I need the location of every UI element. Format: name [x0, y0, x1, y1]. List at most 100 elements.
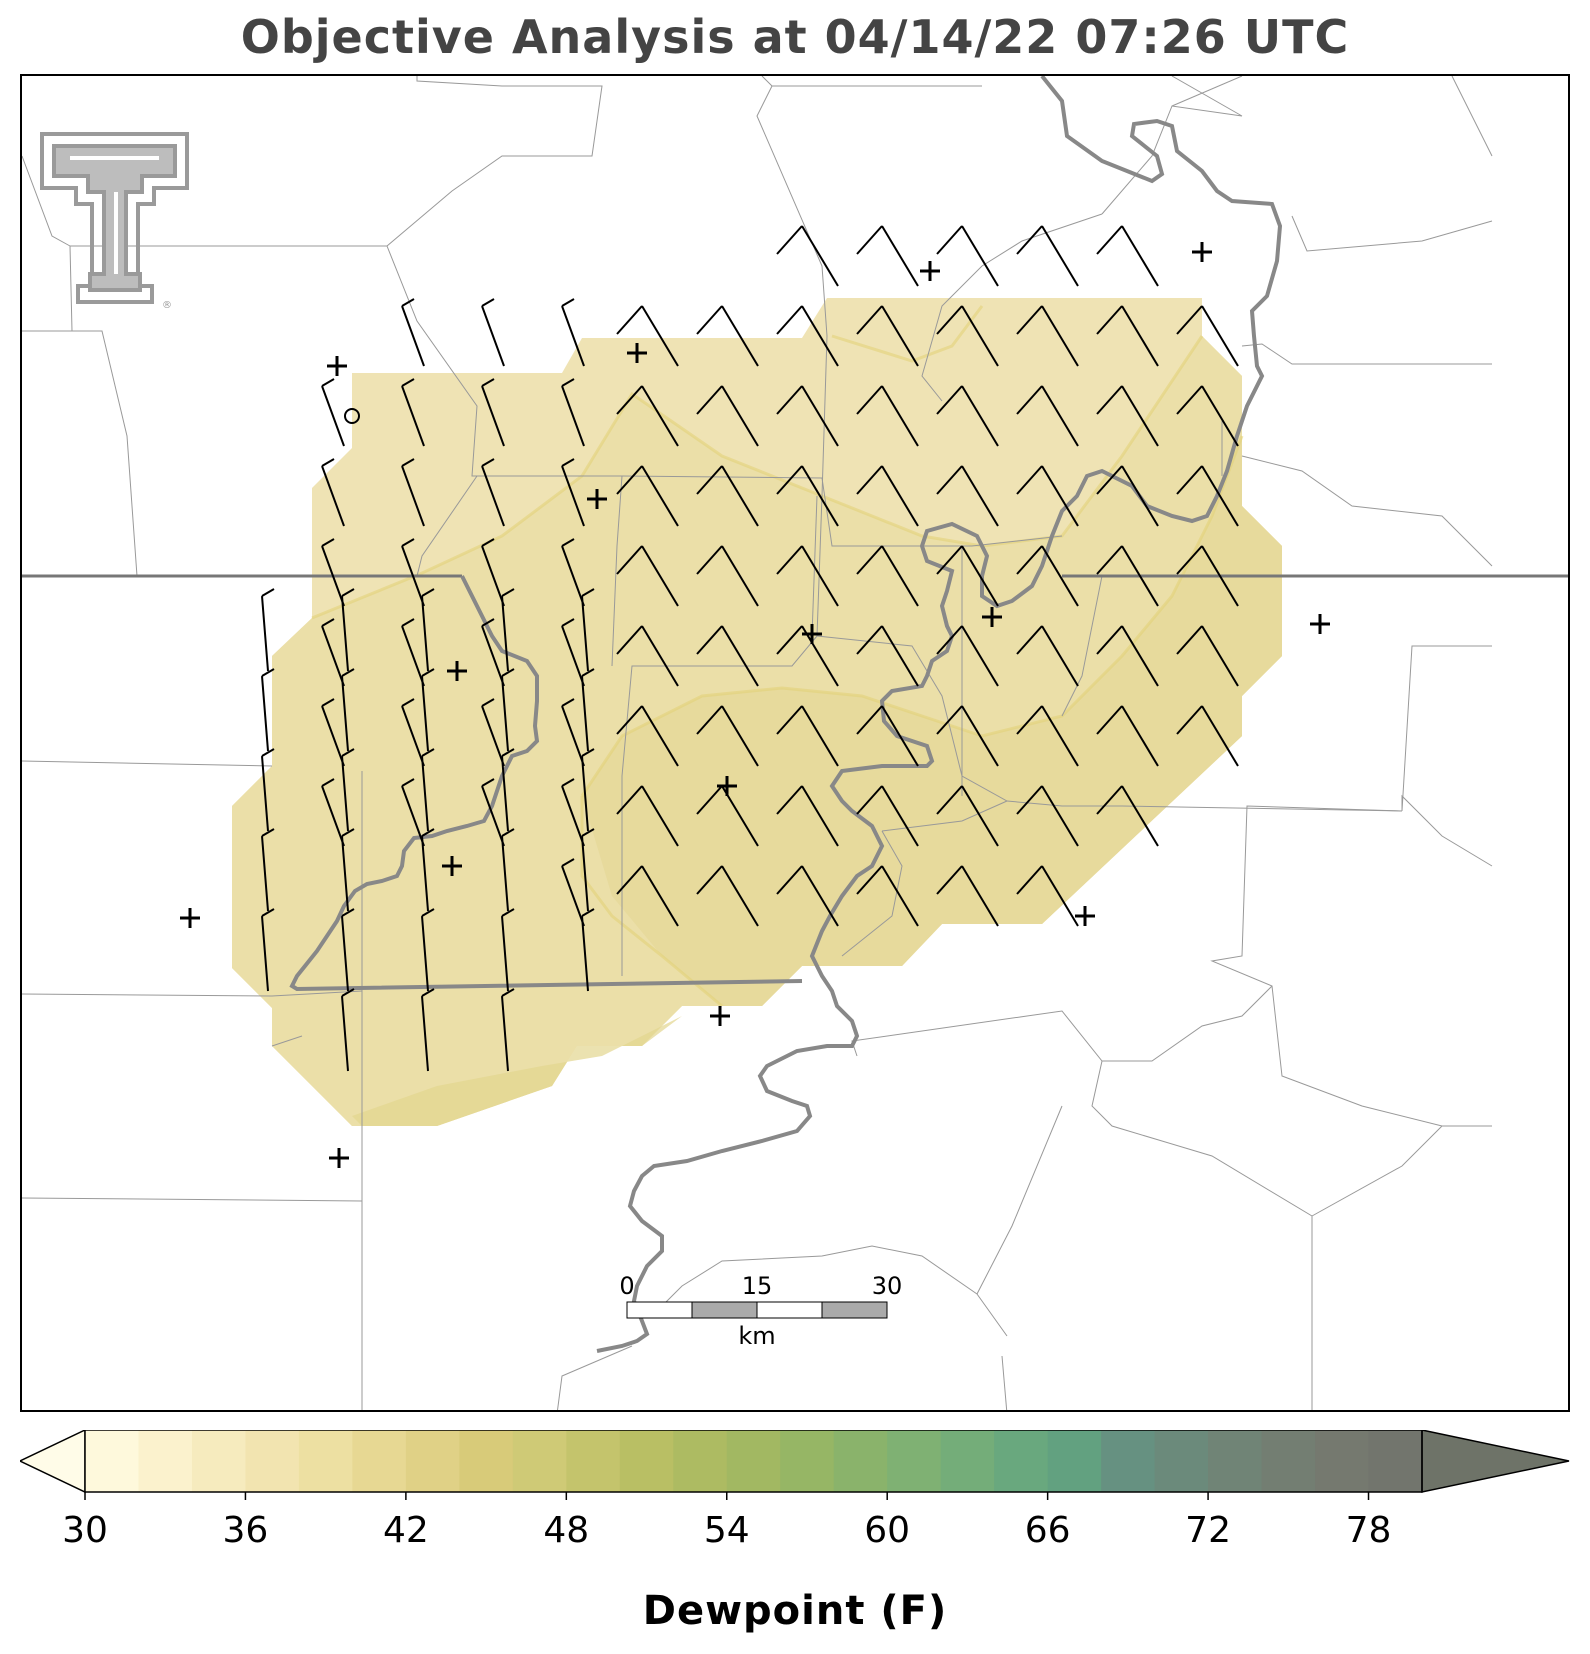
- colorbar-cell: [619, 1430, 674, 1492]
- wind-barb: [261, 588, 275, 672]
- wind-barb: [481, 618, 505, 687]
- wind-barb: [341, 908, 355, 992]
- station-markers: [180, 242, 1330, 1168]
- wind-barb: [501, 668, 515, 752]
- colorbar-cell: [994, 1430, 1049, 1492]
- wind-barb: [1176, 385, 1239, 447]
- wind-barb: [616, 545, 679, 607]
- wind-barb: [401, 618, 425, 687]
- wind-barb: [481, 538, 505, 607]
- wind-barb: [1096, 545, 1159, 607]
- colorbar-cell: [1047, 1430, 1102, 1492]
- wind-barb: [401, 298, 425, 367]
- colorbar-cell: [512, 1430, 567, 1492]
- wind-barb: [696, 625, 759, 687]
- wind-barb: [561, 618, 585, 687]
- station-marker: [710, 1006, 730, 1026]
- wind-barb: [936, 465, 999, 527]
- scale-label-0: 0: [619, 1272, 634, 1300]
- wind-barb: [341, 588, 355, 672]
- station-marker: [1075, 906, 1095, 926]
- wind-barb: [401, 458, 425, 527]
- wind-barb: [481, 378, 505, 447]
- station-marker: [587, 489, 607, 509]
- colorbar-cell: [138, 1430, 193, 1492]
- wind-barb: [1096, 785, 1159, 847]
- wind-barb: [401, 378, 425, 447]
- wind-barb: [261, 668, 275, 752]
- wind-barb: [856, 545, 919, 607]
- wind-barb: [616, 865, 679, 927]
- colorbar-cell: [85, 1430, 139, 1492]
- wind-barb: [321, 458, 345, 527]
- wind-barb: [481, 458, 505, 527]
- colorbar: [20, 1430, 1570, 1500]
- colorbar-cell: [298, 1430, 353, 1492]
- wind-barb: [581, 748, 595, 832]
- wind-barb: [696, 385, 759, 447]
- wind-barb: [936, 785, 999, 847]
- wind-barb: [776, 785, 839, 847]
- river: [596, 76, 1283, 1353]
- wind-barb: [1016, 385, 1079, 447]
- station-marker: [920, 261, 940, 281]
- wind-barb: [261, 828, 275, 912]
- scale-bar: 0 15 30 km: [619, 1272, 902, 1350]
- wind-barb: [856, 785, 919, 847]
- wind-barb: [776, 625, 839, 687]
- wind-barb: [696, 705, 759, 767]
- station-marker: [329, 1148, 349, 1168]
- wind-barb: [776, 465, 839, 527]
- wind-barb: [776, 385, 839, 447]
- colorbar-cell: [1315, 1430, 1370, 1492]
- wind-barb: [321, 538, 345, 607]
- wind-barb: [321, 618, 345, 687]
- wind-barb: [936, 305, 999, 367]
- wind-barbs: [261, 225, 1239, 1072]
- colorbar-tick-label: 48: [543, 1510, 590, 1551]
- station-marker: [982, 607, 1002, 627]
- wind-barb: [696, 305, 759, 367]
- wind-barb: [616, 305, 679, 367]
- colorbar-tick-label: 42: [382, 1510, 429, 1551]
- wind-barb: [696, 545, 759, 607]
- station-marker: [627, 343, 647, 363]
- wind-barb: [581, 828, 595, 912]
- wind-barb: [421, 828, 435, 912]
- wind-barb: [856, 625, 919, 687]
- wind-barb: [421, 668, 435, 752]
- wind-barb: [1016, 705, 1079, 767]
- wind-barb: [321, 698, 345, 767]
- wind-barb: [1096, 305, 1159, 367]
- wind-barb: [1176, 705, 1239, 767]
- dewpoint-field: [232, 298, 1282, 1126]
- wind-barb: [1096, 385, 1159, 447]
- colorbar-cell: [566, 1430, 621, 1492]
- wind-barb: [501, 588, 515, 672]
- wind-barb: [421, 748, 435, 832]
- wind-barb: [421, 588, 435, 672]
- colorbar-cell: [940, 1430, 995, 1492]
- wind-barb: [1016, 865, 1079, 927]
- wind-barb: [581, 668, 595, 752]
- wind-barb: [501, 988, 515, 1072]
- wind-barb: [1176, 625, 1239, 687]
- wind-barb: [341, 668, 355, 752]
- wind-barb: [856, 225, 919, 287]
- scale-label-15: 15: [742, 1272, 773, 1300]
- station-marker: [180, 908, 200, 928]
- wind-barb: [776, 865, 839, 927]
- station-marker: [447, 661, 467, 681]
- wind-barb: [1016, 465, 1079, 527]
- station-marker: [1310, 614, 1330, 634]
- wind-barb: [856, 385, 919, 447]
- colorbar-cell: [726, 1430, 781, 1492]
- colorbar-cell: [1368, 1430, 1423, 1492]
- wind-barb: [481, 698, 505, 767]
- scale-label-30: 30: [872, 1272, 903, 1300]
- wind-barb: [401, 698, 425, 767]
- wind-barb: [616, 465, 679, 527]
- wind-barb: [1016, 305, 1079, 367]
- wind-barb: [1096, 625, 1159, 687]
- station-marker: [327, 356, 347, 376]
